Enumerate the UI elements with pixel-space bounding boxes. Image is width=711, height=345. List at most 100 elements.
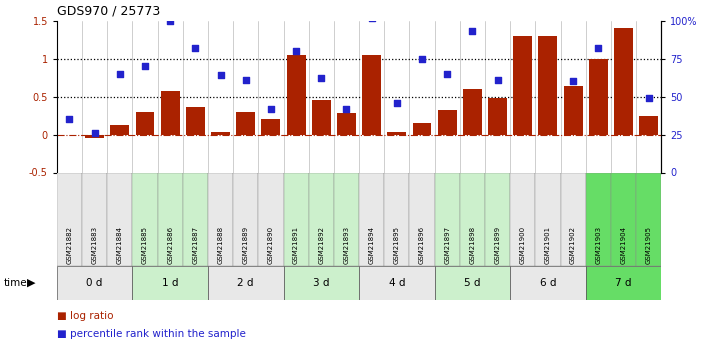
Bar — [211, 132, 230, 135]
Bar — [186, 107, 205, 135]
Text: GDS970 / 25773: GDS970 / 25773 — [57, 4, 160, 17]
Bar — [384, 172, 410, 266]
Point — [366, 15, 378, 20]
Bar — [564, 86, 582, 135]
Bar — [510, 172, 535, 266]
Point — [567, 79, 579, 84]
Bar — [410, 172, 434, 266]
Bar — [57, 172, 82, 266]
Bar — [208, 172, 233, 266]
Bar — [589, 59, 608, 135]
Bar — [463, 89, 482, 135]
Point — [466, 29, 478, 34]
Text: GSM21905: GSM21905 — [646, 226, 652, 264]
Text: 6 d: 6 d — [540, 278, 556, 288]
Bar — [136, 112, 154, 135]
Point — [290, 48, 301, 54]
Bar — [287, 55, 306, 135]
Bar — [560, 172, 586, 266]
Point — [391, 100, 402, 106]
Point — [139, 63, 151, 69]
Bar — [636, 172, 661, 266]
Point — [442, 71, 453, 77]
Point — [265, 106, 277, 111]
Bar — [460, 172, 485, 266]
Bar — [183, 172, 208, 266]
Bar — [82, 172, 107, 266]
Text: GSM21882: GSM21882 — [66, 226, 73, 264]
Point — [592, 45, 604, 51]
Bar — [312, 100, 331, 135]
Bar — [362, 55, 381, 135]
Point — [643, 95, 654, 101]
Bar — [535, 172, 560, 266]
Point — [316, 76, 327, 81]
Text: time: time — [4, 278, 27, 288]
Bar — [57, 266, 132, 300]
Text: GSM21900: GSM21900 — [520, 226, 525, 264]
Text: GSM21893: GSM21893 — [343, 226, 350, 264]
Bar — [208, 266, 284, 300]
Text: 0 d: 0 d — [87, 278, 103, 288]
Bar — [513, 36, 532, 135]
Bar — [233, 172, 258, 266]
Text: GSM21904: GSM21904 — [621, 226, 626, 264]
Text: GSM21891: GSM21891 — [293, 226, 299, 264]
Bar — [586, 172, 611, 266]
Text: GSM21884: GSM21884 — [117, 226, 123, 264]
Bar — [412, 123, 432, 135]
Point — [89, 130, 100, 136]
Text: GSM21889: GSM21889 — [242, 226, 249, 264]
Bar — [110, 125, 129, 135]
Text: 1 d: 1 d — [162, 278, 178, 288]
Bar — [334, 172, 359, 266]
Bar — [359, 266, 434, 300]
Bar — [258, 172, 284, 266]
Bar — [309, 172, 334, 266]
Text: GSM21894: GSM21894 — [368, 226, 375, 264]
Text: ■ log ratio: ■ log ratio — [57, 311, 113, 321]
Text: GSM21902: GSM21902 — [570, 226, 576, 264]
Bar — [284, 172, 309, 266]
Bar — [438, 109, 456, 135]
Point — [190, 45, 201, 51]
Text: 2 d: 2 d — [237, 278, 254, 288]
Text: GSM21897: GSM21897 — [444, 226, 450, 264]
Bar — [434, 172, 460, 266]
Text: GSM21896: GSM21896 — [419, 226, 425, 264]
Bar — [611, 172, 636, 266]
Point — [517, 6, 528, 11]
Text: GSM21887: GSM21887 — [193, 226, 198, 264]
Bar — [132, 172, 158, 266]
Point — [618, 6, 629, 11]
Bar — [85, 135, 104, 138]
Bar — [485, 172, 510, 266]
Text: 3 d: 3 d — [313, 278, 329, 288]
Bar — [359, 172, 384, 266]
Text: GSM21892: GSM21892 — [319, 226, 324, 264]
Text: GSM21898: GSM21898 — [469, 226, 476, 264]
Text: ■ percentile rank within the sample: ■ percentile rank within the sample — [57, 329, 246, 339]
Bar — [158, 172, 183, 266]
Text: GSM21895: GSM21895 — [394, 226, 400, 264]
Bar — [161, 91, 180, 135]
Point — [417, 56, 428, 61]
Bar — [132, 266, 208, 300]
Bar — [614, 28, 633, 135]
Point — [240, 77, 252, 83]
Point — [114, 71, 126, 77]
Text: 5 d: 5 d — [464, 278, 481, 288]
Point — [164, 18, 176, 23]
Bar — [262, 119, 280, 135]
Text: 4 d: 4 d — [389, 278, 405, 288]
Point — [64, 117, 75, 122]
Point — [492, 77, 503, 83]
Text: GSM21888: GSM21888 — [218, 226, 223, 264]
Bar — [510, 266, 586, 300]
Bar — [639, 116, 658, 135]
Bar — [236, 112, 255, 135]
Bar — [434, 266, 510, 300]
Bar — [337, 112, 356, 135]
Bar — [488, 98, 507, 135]
Text: ▶: ▶ — [27, 278, 36, 288]
